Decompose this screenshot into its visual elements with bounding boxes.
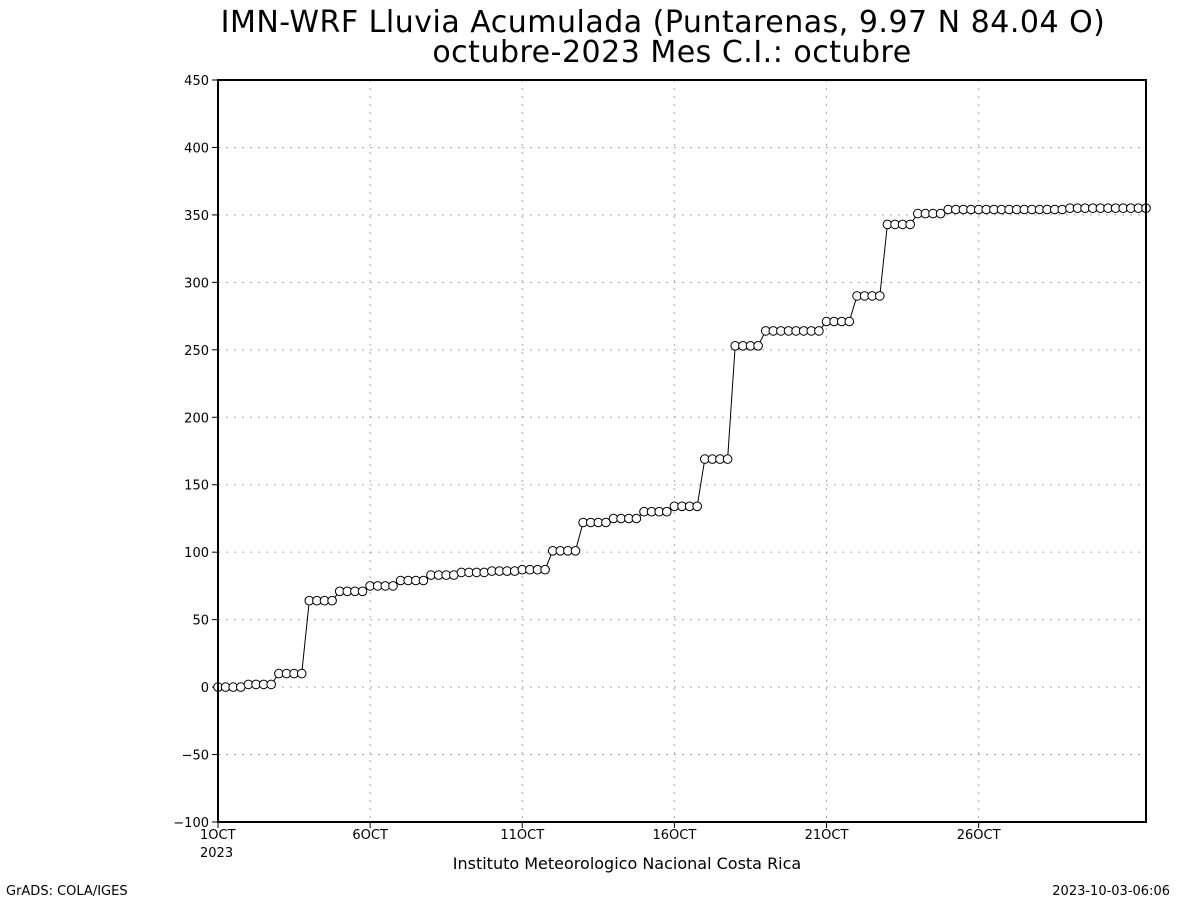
- x-tick-sublabel: 2023: [200, 846, 233, 861]
- x-tick-label: 16OCT: [652, 828, 696, 843]
- y-axis-ticks: −100 −50 0 50 100 150 200 250 300 350 400 450: [173, 74, 218, 831]
- data-point: [540, 564, 550, 575]
- series-accumulated-rainfall: [213, 203, 1151, 692]
- x-tick-label: 1OCT: [200, 828, 236, 843]
- y-tick-label: 250: [184, 344, 209, 359]
- data-point: [844, 316, 855, 327]
- y-tick-label: 0: [201, 681, 209, 696]
- y-tick-label: 450: [184, 74, 209, 89]
- data-point: [357, 586, 368, 597]
- x-tick-label: 11OCT: [500, 828, 544, 843]
- series-line: [218, 207, 1146, 688]
- x-tick-label: 6OCT: [352, 828, 388, 843]
- y-tick-label: 300: [184, 276, 209, 291]
- data-point: [601, 517, 611, 528]
- footer-right: 2023-10-03-06:06: [1052, 884, 1170, 899]
- data-point: [631, 513, 642, 524]
- plot-frame: [217, 79, 1147, 823]
- data-point: [935, 208, 946, 219]
- data-point: [418, 575, 429, 586]
- y-tick-label: 150: [184, 479, 209, 494]
- y-tick-label: 350: [184, 209, 209, 224]
- data-point: [814, 326, 824, 336]
- x-tick-label: 26OCT: [957, 828, 1001, 843]
- data-point: [905, 219, 916, 230]
- data-point: [266, 679, 277, 690]
- x-tick-label: 21OCT: [805, 828, 849, 843]
- y-tick-label: 200: [184, 411, 209, 426]
- data-point: [875, 291, 885, 301]
- data-point: [327, 595, 337, 606]
- data-point: [296, 668, 307, 679]
- grid-lines: [218, 80, 1146, 822]
- y-tick-label: −50: [182, 749, 209, 764]
- y-tick-label: 400: [184, 141, 209, 156]
- data-point: [570, 546, 581, 556]
- y-tick-label: −100: [173, 816, 209, 831]
- data-point: [722, 454, 733, 464]
- x-axis-label: Instituto Meteorologico Nacional Costa R…: [453, 854, 801, 873]
- x-axis-ticks: 1OCT 2023 6OCT 11OCT 16OCT 21OCT 26OCT: [200, 822, 1001, 861]
- chart-title: IMN-WRF Lluvia Acumulada (Puntarenas, 9.…: [221, 5, 1106, 40]
- data-point: [692, 501, 703, 512]
- chart-subtitle: octubre-2023 Mes C.I.: octubre: [432, 35, 911, 70]
- data-point: [662, 506, 672, 517]
- data-point: [753, 341, 763, 351]
- y-tick-label: 100: [184, 546, 209, 561]
- footer-left: GrADS: COLA/IGES: [6, 884, 128, 899]
- y-tick-label: 50: [192, 614, 209, 629]
- data-point: [388, 581, 398, 591]
